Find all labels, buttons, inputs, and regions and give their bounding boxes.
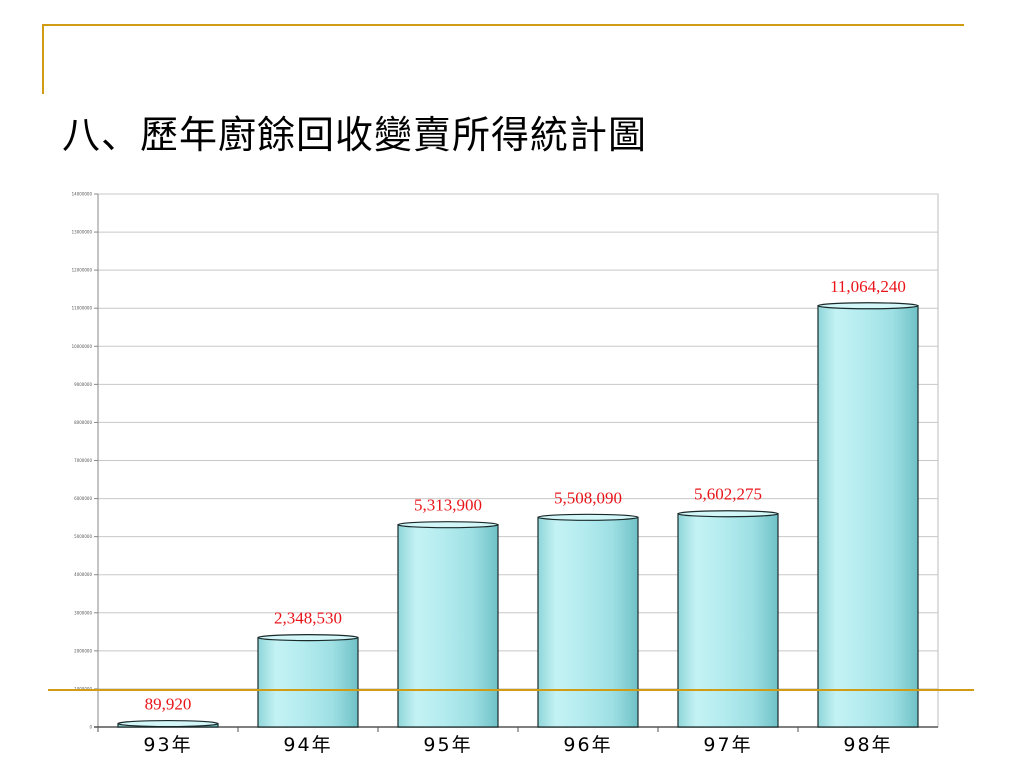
- x-tick-label: 96年: [563, 734, 612, 756]
- bottom-accent-rule: [48, 689, 974, 691]
- bar: [677, 513, 779, 728]
- data-label: 89,920: [145, 695, 192, 714]
- x-tick-label: 95年: [423, 734, 472, 756]
- bar: [817, 305, 919, 728]
- y-tick-label: 2000000: [74, 648, 92, 653]
- y-tick-label: 13000000: [72, 230, 93, 235]
- left-accent-rule: [42, 24, 44, 94]
- data-label: 5,508,090: [554, 488, 622, 507]
- y-tick-label: 4000000: [74, 572, 92, 577]
- y-tick-label: 6000000: [74, 496, 92, 501]
- y-tick-label: 14000000: [72, 192, 93, 197]
- x-tick-label: 93年: [143, 734, 192, 756]
- y-tick-label: 12000000: [72, 268, 93, 273]
- bar-top: [677, 510, 779, 518]
- x-tick-label: 98年: [843, 734, 892, 756]
- y-tick-label: 10000000: [72, 344, 93, 349]
- y-tick-label: 5000000: [74, 534, 92, 539]
- y-tick-label: 11000000: [72, 306, 93, 311]
- y-tick-label: 0: [89, 725, 92, 730]
- slide-title: 八、歷年廚餘回收變賣所得統計圖: [62, 113, 648, 157]
- x-tick-label: 94年: [283, 734, 332, 756]
- data-label: 11,064,240: [830, 277, 906, 296]
- bar: [397, 524, 499, 728]
- data-label: 5,602,275: [694, 485, 762, 504]
- bar: [257, 636, 359, 728]
- bar-top: [817, 302, 919, 310]
- bar-top: [537, 513, 639, 521]
- bar-top: [397, 521, 499, 529]
- y-tick-label: 7000000: [74, 458, 92, 463]
- y-tick-label: 3000000: [74, 610, 92, 615]
- bar-top: [257, 633, 359, 642]
- x-tick-label: 97年: [703, 734, 752, 756]
- y-tick-label: 9000000: [74, 382, 92, 387]
- data-label: 2,348,530: [274, 609, 342, 628]
- data-label: 5,313,900: [414, 496, 482, 515]
- y-tick-label: 8000000: [74, 420, 92, 425]
- bar: [537, 516, 639, 728]
- top-accent-rule: [42, 24, 964, 26]
- bar-top: [117, 719, 219, 728]
- y-tick-label: 1000000: [74, 686, 92, 691]
